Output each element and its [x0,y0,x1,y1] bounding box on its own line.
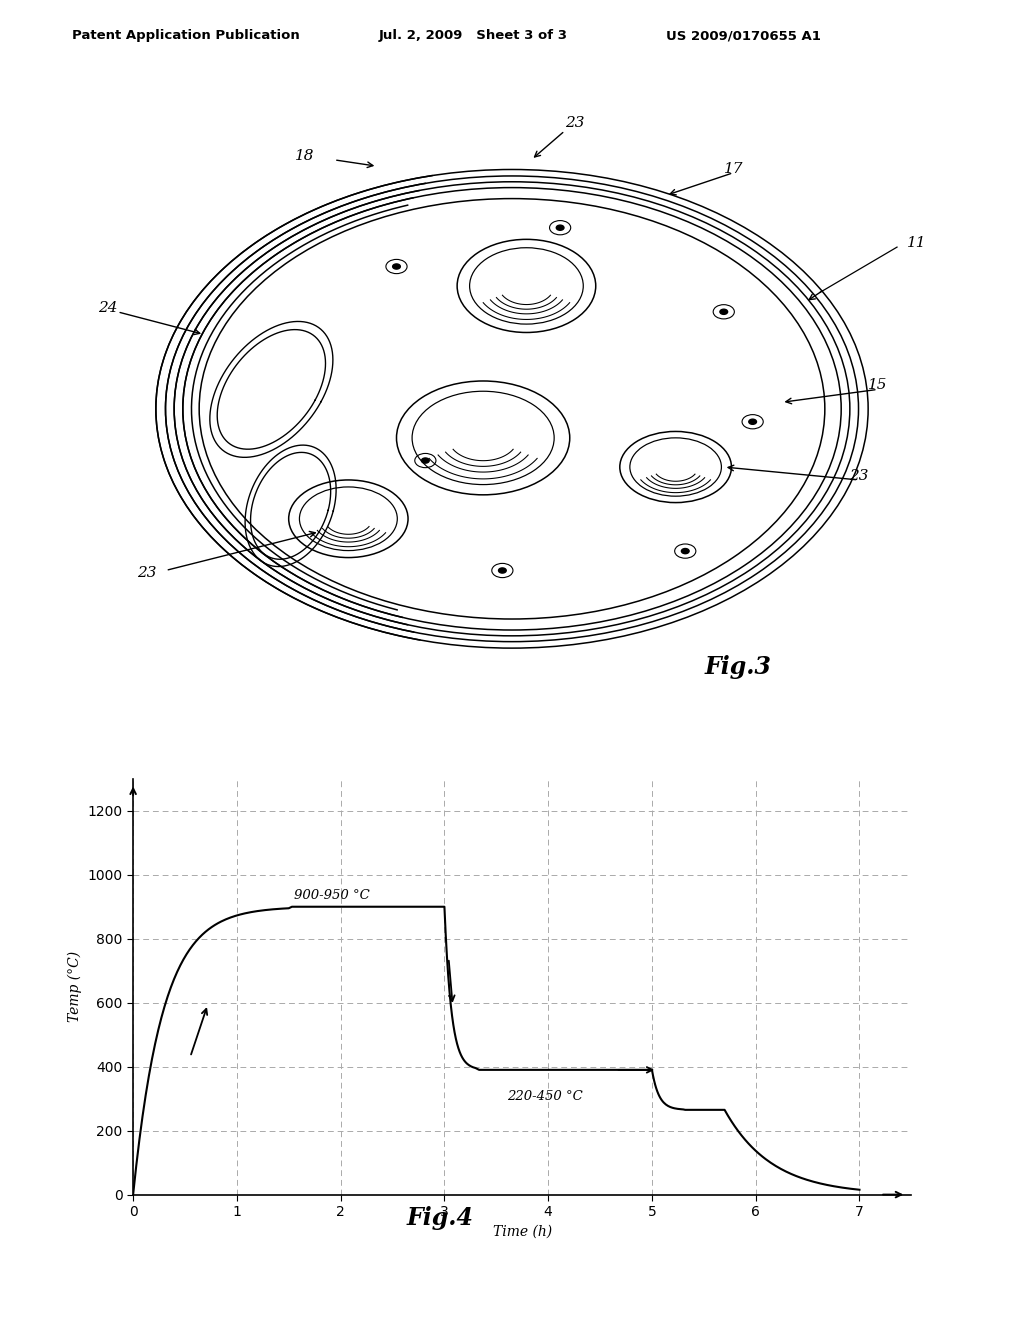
Text: 15: 15 [868,379,888,392]
Text: 11: 11 [906,236,926,249]
Text: 17: 17 [724,162,743,176]
Circle shape [392,264,400,269]
Circle shape [681,549,689,553]
Circle shape [749,420,757,424]
Text: 23: 23 [849,469,868,483]
Text: 23: 23 [136,566,156,579]
Circle shape [422,458,429,463]
Text: Fig.3: Fig.3 [705,655,771,678]
Text: 23: 23 [565,116,585,131]
Circle shape [720,309,728,314]
Circle shape [556,226,564,230]
Y-axis label: Temp (°C): Temp (°C) [68,952,82,1022]
X-axis label: Time (h): Time (h) [493,1225,552,1238]
Text: Fig.4: Fig.4 [407,1206,474,1230]
Text: 220-450 °C: 220-450 °C [507,1090,583,1104]
Text: 18: 18 [295,149,314,162]
Circle shape [499,568,506,573]
Text: Patent Application Publication: Patent Application Publication [72,29,299,42]
Text: Jul. 2, 2009   Sheet 3 of 3: Jul. 2, 2009 Sheet 3 of 3 [379,29,568,42]
Text: US 2009/0170655 A1: US 2009/0170655 A1 [666,29,820,42]
Text: 24: 24 [98,301,118,314]
Text: 900-950 °C: 900-950 °C [294,888,370,902]
